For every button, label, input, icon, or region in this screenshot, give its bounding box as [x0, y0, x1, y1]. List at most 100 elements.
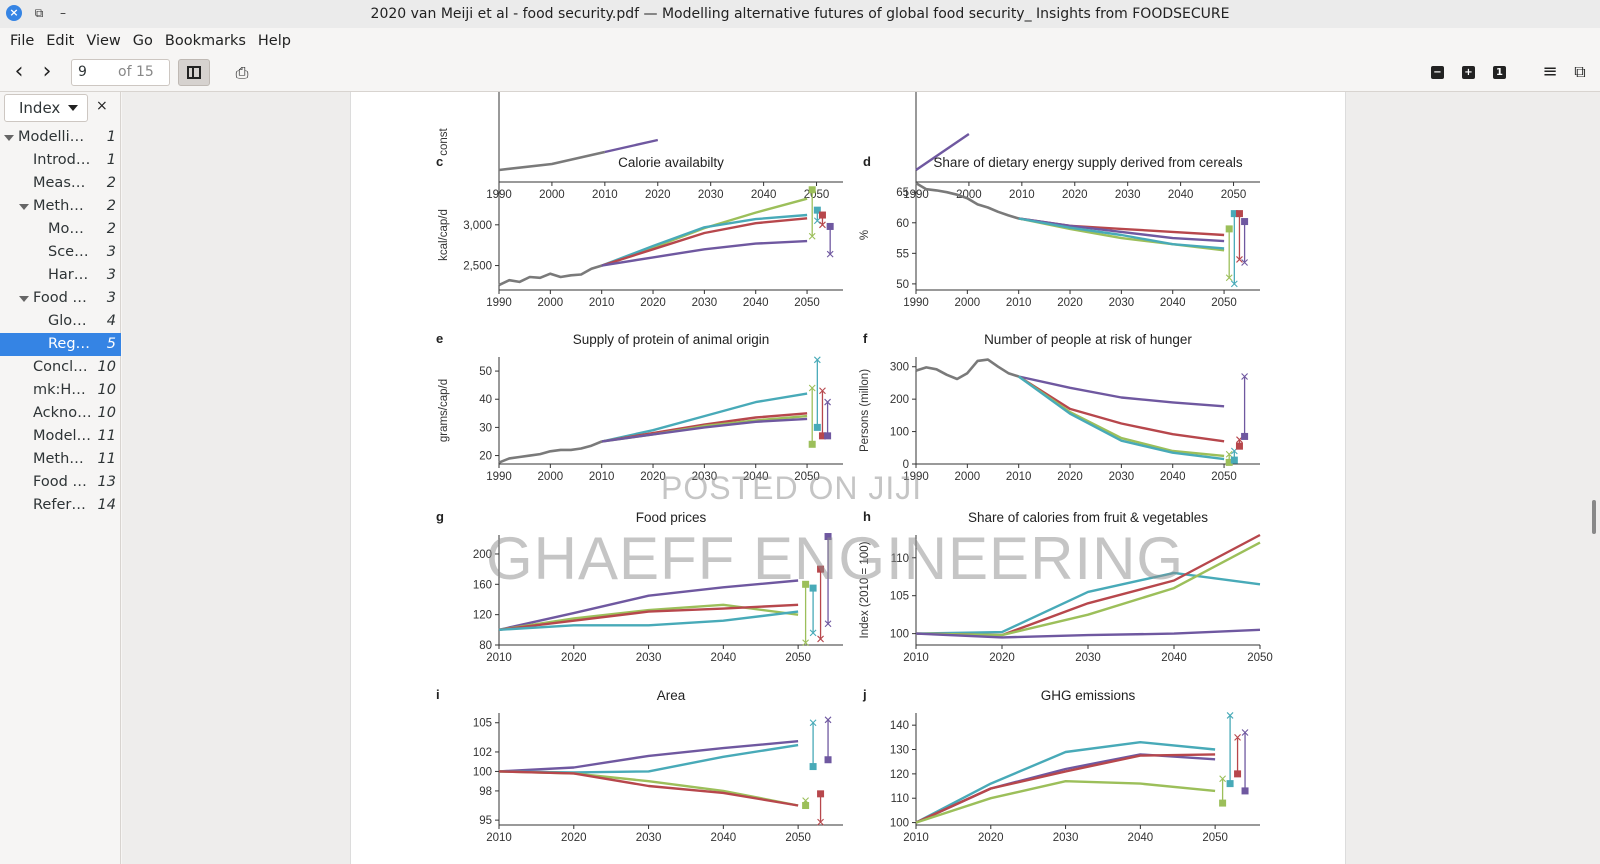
close-sidebar-button[interactable]: ×	[96, 98, 108, 114]
window-controls: × ⧉ –	[6, 5, 70, 21]
toc-item-page: 2	[106, 221, 116, 237]
toc-item[interactable]: Concl… 10	[0, 356, 121, 379]
toc-item[interactable]: Introd… 1	[0, 149, 121, 172]
zoom-out-button[interactable]: −	[1431, 66, 1444, 79]
close-window-button[interactable]: ×	[6, 5, 22, 21]
series-line	[1018, 375, 1225, 458]
series-line	[1017, 375, 1225, 461]
range-end-cross	[819, 221, 826, 229]
toc-item[interactable]: Food … 3	[0, 287, 121, 310]
y-tick-label: 160	[473, 579, 492, 591]
menu-bookmarks[interactable]: Bookmarks	[164, 33, 246, 49]
range-marker	[1235, 210, 1243, 218]
series-line	[498, 150, 606, 172]
range-marker	[813, 423, 821, 431]
toc-item[interactable]: Food … 13	[0, 471, 121, 494]
x-tick-label: 2010	[903, 832, 929, 844]
toc-item[interactable]: mk:H… 10	[0, 379, 121, 402]
toc-item-label: Meth…	[33, 198, 84, 214]
restore-window-button[interactable]: ⧉	[34, 5, 44, 20]
range-end-cross	[808, 384, 816, 392]
toc-item[interactable]: Model… 11	[0, 425, 121, 448]
toc-item[interactable]: Mo… 2	[0, 218, 121, 241]
x-tick-label: 2030	[698, 189, 724, 201]
sidebar-toggle-button[interactable]	[178, 59, 210, 86]
range-marker	[1241, 218, 1249, 226]
y-tick-label: 110	[891, 553, 909, 565]
menu-bar: File Edit View Go Bookmarks Help	[0, 28, 1600, 54]
series-line	[498, 264, 603, 287]
toc-item[interactable]: Refer… 14	[0, 494, 121, 517]
actual-size-button[interactable]: 1	[1493, 66, 1506, 79]
chart-title: Calorie availabilty	[618, 155, 724, 170]
expander-triangle-icon[interactable]	[4, 135, 14, 141]
menu-file[interactable]: File	[10, 33, 35, 49]
x-tick-label: 2050	[1211, 471, 1237, 483]
toc-item[interactable]: Modelli… 1	[0, 126, 121, 149]
y-tick-label: 30	[479, 422, 492, 434]
toc-item-label: Refer…	[33, 497, 86, 513]
series-line	[915, 780, 1216, 824]
toc-item-label: Sce…	[48, 244, 89, 260]
zoom-in-button[interactable]: +	[1462, 66, 1475, 79]
print-button[interactable]: ⎙	[235, 63, 249, 82]
range-marker	[1241, 787, 1249, 795]
x-tick-label: 2050	[1221, 189, 1247, 201]
x-tick-label: 2020	[1057, 297, 1083, 309]
toc-item[interactable]: Glo… 4	[0, 310, 121, 333]
copy-icon[interactable]: ⧉	[1574, 62, 1586, 81]
x-tick-label: 2030	[636, 652, 662, 664]
range-end-cross	[1219, 775, 1226, 783]
range-end-cross	[808, 232, 816, 240]
toc-item-label: Ackno…	[33, 405, 92, 421]
menu-help[interactable]: Help	[257, 33, 291, 49]
range-marker	[808, 186, 816, 194]
range-marker	[1225, 458, 1233, 466]
expander-triangle-icon[interactable]	[19, 204, 29, 210]
y-tick-label: 50	[896, 279, 909, 291]
x-tick-label: 2000	[538, 471, 564, 483]
toc-item[interactable]: Meas… 2	[0, 172, 121, 195]
menu-icon[interactable]: ≡	[1542, 61, 1558, 82]
forward-button[interactable]: ›	[42, 59, 52, 84]
y-tick-label: 2,500	[463, 261, 492, 273]
minimize-window-button[interactable]: –	[60, 6, 66, 20]
range-marker	[824, 533, 832, 541]
pdf-page[interactable]: 1990 2000 2010 2020 2030 2040 2050 const 1990 200…	[350, 92, 1346, 864]
index-dropdown[interactable]: Index	[4, 94, 88, 122]
toc-item[interactable]: Sce… 3	[0, 241, 121, 264]
range-marker	[1234, 770, 1242, 778]
chart-title: Share of calories from fruit & vegetable…	[968, 510, 1208, 525]
x-tick-label: 2020	[1062, 189, 1088, 201]
toc-item[interactable]: Ackno… 10	[0, 402, 121, 425]
toc-item[interactable]: Har… 3	[0, 264, 121, 287]
toc-item[interactable]: Reg… 5	[0, 333, 121, 356]
x-tick-label: 2030	[1115, 189, 1141, 201]
menu-edit[interactable]: Edit	[46, 33, 75, 49]
range-marker	[818, 432, 826, 440]
toc-item-page: 3	[106, 244, 116, 260]
title-bar: × ⧉ – 2020 van Meiji et al - food securi…	[0, 0, 1600, 28]
toc-item-page: 3	[106, 290, 116, 306]
x-tick-label: 2000	[538, 297, 564, 309]
series-line	[915, 358, 1020, 381]
page-number-input[interactable]: 9	[71, 59, 111, 86]
menu-go[interactable]: Go	[132, 33, 153, 49]
x-tick-label: 2040	[1160, 297, 1186, 309]
x-tick-label: 2050	[1211, 297, 1237, 309]
x-tick-label: 2040	[1160, 471, 1186, 483]
series-line	[498, 770, 799, 807]
toc-item[interactable]: Meth… 2	[0, 195, 121, 218]
x-tick-label: 2020	[561, 652, 587, 664]
back-button[interactable]: ‹	[14, 59, 24, 84]
x-tick-label: 2040	[711, 652, 737, 664]
menu-view[interactable]: View	[86, 33, 121, 49]
toc-item-page: 1	[106, 152, 116, 168]
series-line	[915, 741, 1216, 824]
range-marker	[1235, 442, 1243, 450]
expander-triangle-icon[interactable]	[19, 296, 29, 302]
series-line	[498, 603, 799, 631]
index-dropdown-label: Index	[19, 99, 61, 117]
toc-item[interactable]: Meth… 11	[0, 448, 121, 471]
scrollbar-thumb[interactable]	[1592, 500, 1596, 534]
